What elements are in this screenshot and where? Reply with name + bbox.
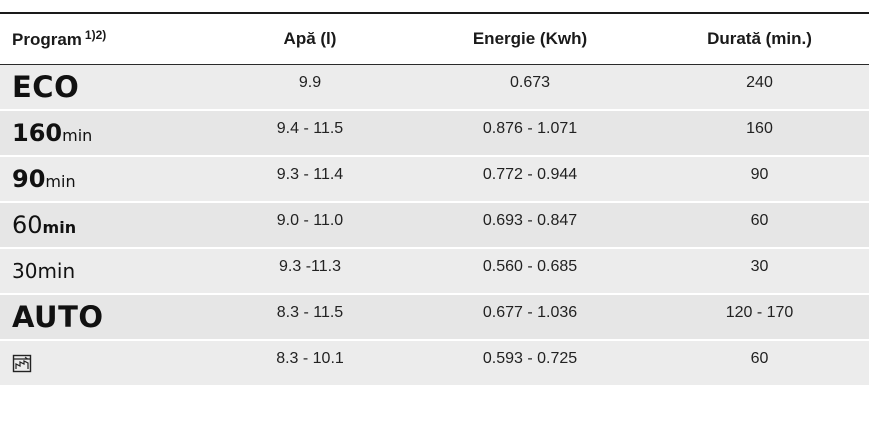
program-unit: min [45, 172, 76, 191]
header-energy: Energie (Kwh) [410, 12, 650, 65]
table-body: ECO 9.9 0.673 240 160min 9.4 - 11.5 0.87… [0, 64, 869, 387]
header-duration: Durată (min.) [650, 12, 869, 65]
program-unit: min [62, 126, 93, 145]
program-unit: min [42, 218, 77, 237]
water-cell: 9.4 - 11.5 [210, 110, 410, 157]
water-cell: 9.3 -11.3 [210, 248, 410, 295]
program-cell: 60min [0, 202, 210, 249]
header-water: Apă (l) [210, 12, 410, 65]
program-unit: min [37, 259, 76, 283]
table-row: 60min 9.0 - 11.0 0.693 - 0.847 60 [0, 202, 869, 249]
water-cell: 8.3 - 10.1 [210, 340, 410, 387]
duration-cell: 60 [650, 340, 869, 387]
machine-care-icon [12, 353, 32, 373]
duration-cell: 240 [650, 64, 869, 111]
water-cell: 8.3 - 11.5 [210, 294, 410, 341]
water-cell: 9.3 - 11.4 [210, 156, 410, 203]
duration-cell: 120 - 170 [650, 294, 869, 341]
program-auto-label: AUTO [12, 300, 104, 334]
program-cell [0, 340, 210, 387]
duration-cell: 90 [650, 156, 869, 203]
program-eco-label: ECO [12, 69, 80, 104]
energy-cell: 0.560 - 0.685 [410, 248, 650, 295]
energy-cell: 0.693 - 0.847 [410, 202, 650, 249]
duration-cell: 60 [650, 202, 869, 249]
program-number: 30 [12, 259, 38, 283]
energy-cell: 0.876 - 1.071 [410, 110, 650, 157]
energy-cell: 0.673 [410, 64, 650, 111]
table-row: 8.3 - 10.1 0.593 - 0.725 60 [0, 340, 869, 387]
program-cell: 90min [0, 156, 210, 203]
program-number: 160 [12, 119, 63, 147]
duration-cell: 160 [650, 110, 869, 157]
water-cell: 9.0 - 11.0 [210, 202, 410, 249]
table-row: AUTO 8.3 - 11.5 0.677 - 1.036 120 - 170 [0, 294, 869, 341]
header-program-footnote: 1)2) [84, 27, 107, 42]
table-header: Program 1)2) Apă (l) Energie (Kwh) Durată… [0, 12, 869, 65]
table-row: ECO 9.9 0.673 240 [0, 64, 869, 111]
table-row: 160min 9.4 - 11.5 0.876 - 1.071 160 [0, 110, 869, 157]
header-program: Program 1)2) [0, 12, 210, 65]
table-row: 30min 9.3 -11.3 0.560 - 0.685 30 [0, 248, 869, 295]
energy-cell: 0.677 - 1.036 [410, 294, 650, 341]
energy-cell: 0.593 - 0.725 [410, 340, 650, 387]
programs-table: Program 1)2) Apă (l) Energie (Kwh) Durată… [0, 12, 869, 387]
program-cell: 160min [0, 110, 210, 157]
program-cell: ECO [0, 64, 210, 111]
table-row: 90min 9.3 - 11.4 0.772 - 0.944 90 [0, 156, 869, 203]
program-cell: 30min [0, 248, 210, 295]
header-row: Program 1)2) Apă (l) Energie (Kwh) Durată… [0, 12, 869, 65]
duration-cell: 30 [650, 248, 869, 295]
program-number: 90 [12, 165, 46, 193]
program-number: 60 [12, 211, 43, 239]
water-cell: 9.9 [210, 64, 410, 111]
header-program-label: Program [12, 29, 82, 49]
energy-cell: 0.772 - 0.944 [410, 156, 650, 203]
program-cell: AUTO [0, 294, 210, 341]
